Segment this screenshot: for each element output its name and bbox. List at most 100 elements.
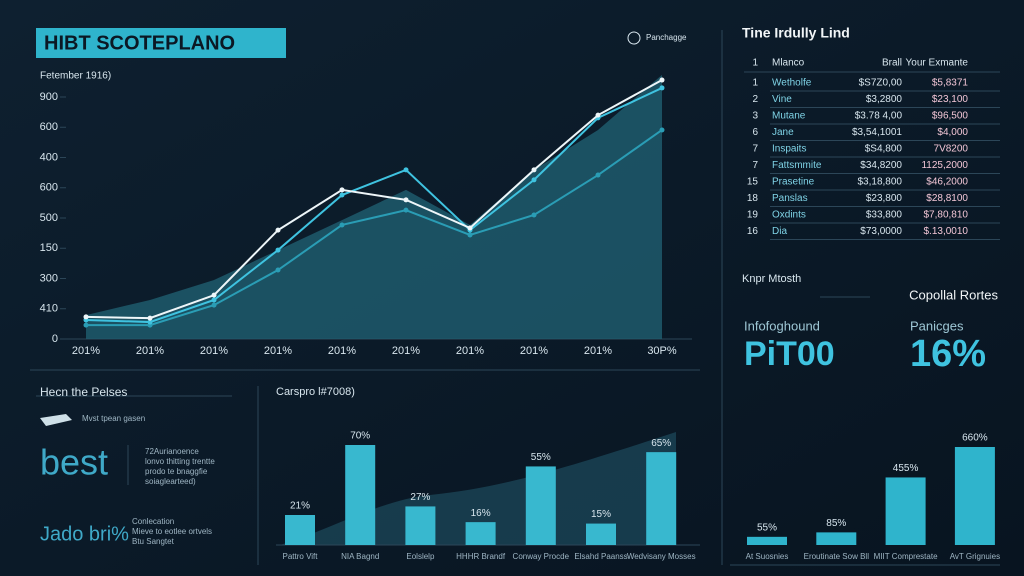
plot: 0 410 300 150 500 600 400 600 900 201% 201% 201% 201… [40,74,1000,561]
table-cell: $S4,800 [865,144,903,155]
table-cell: 3 [752,111,758,122]
x-tick-label: Elsahd Paanss [574,552,627,561]
bar [816,532,857,545]
table-cell: $23,800 [866,193,903,204]
value-label: 55% [757,522,777,533]
x-tick-label: 201% [520,345,548,357]
bar [285,515,315,545]
notes-heading: Hecn the Pelses [40,385,127,399]
x-tick-label: Conway Procde [513,552,570,561]
table-header: 1 [752,58,758,69]
brand-line: lonvo thitting trentte [145,457,215,466]
bar [885,477,926,545]
brand-line: Btu Sangtet [132,537,175,546]
y-tick-label: 600 [40,121,58,133]
point [531,177,537,183]
point [403,207,409,213]
table-cell: $4,000 [937,127,968,138]
x-tick-label: 30P% [647,345,677,357]
table-cell: $73,0000 [860,226,902,237]
bar [525,466,556,545]
table-cell: 16 [747,226,759,237]
x-tick-label: 201% [584,345,612,357]
point [659,85,665,91]
value-label: 70% [350,431,370,442]
brand: Jado bri% [40,523,129,545]
x-tick-label: 201% [328,345,356,357]
value-label: 21% [290,501,310,512]
table-title: Tine Irdully Lind [742,25,850,41]
brand-line: Conlecation [132,517,174,526]
table-cell: $46,2000 [926,177,968,188]
x-tick-label: At Suosnies [746,552,789,561]
value-label: 65% [651,438,671,449]
chart-title: Copollal Rortes [909,287,998,302]
table-cell: $3.78 4,00 [855,111,903,122]
x-tick-label: Eolslelp [406,552,435,561]
x-tick-label: AvT Grignuies [950,552,1000,561]
notes-caption: Mvst tpean gasen [82,414,145,423]
point [275,267,281,273]
y-tick-label: 410 [40,303,58,315]
point [659,127,665,133]
point [211,292,217,298]
table-cell: Inspaits [772,144,806,155]
table-header: Your Exmante [906,58,969,69]
chart-title: HIBT SCOTEPLANO [44,32,235,54]
bar [586,523,616,545]
y-tick-label: 400 [40,151,58,163]
point [275,247,281,253]
point [403,197,409,203]
bar [345,445,376,545]
value-label: 455% [893,463,919,474]
table-cell: 6 [752,127,758,138]
table-cell: 7V8200 [934,144,969,155]
x-tick-label: 201% [392,345,420,357]
table-cell: 7 [752,144,758,155]
point [211,297,217,303]
table-cell: $23,100 [932,94,969,105]
x-tick-label: HHHR Brandf [456,552,506,561]
brand-line: prodo te bnaggfie [145,467,208,476]
point [83,322,89,328]
point [83,314,89,320]
value-label: 85% [826,518,846,529]
kpi-value: PiT00 [744,335,835,373]
y-tick-label: 900 [40,91,58,103]
table-cell: Fattsmmite [772,160,822,171]
table-cell: $33,800 [866,210,903,221]
point [211,302,217,308]
point [467,232,473,238]
table-cell: Mutane [772,111,806,122]
table-header: Mlanco [772,58,805,69]
bar [954,447,995,545]
line [85,87,663,324]
point [467,225,473,231]
table-cell: $5,8371 [932,78,969,89]
table-cell: Oxdints [772,210,806,221]
x-tick-label: NIA Bagnd [341,552,379,561]
value-label: 55% [531,452,551,463]
table-cell: $3,54,1001 [852,127,902,138]
table-cell: $S7Z0,00 [859,78,903,89]
point [595,172,601,178]
x-tick-label: 201% [456,345,484,357]
decor-area [280,432,676,545]
bar [405,506,436,545]
table-cell: Prasetine [772,177,815,188]
table-cell: $28,8100 [926,193,968,204]
table-cell: 19 [747,210,759,221]
table-cell: 2 [752,94,758,105]
x-tick-label: Wedvisany Mosses [627,552,696,561]
y-tick-label: 0 [52,333,58,345]
kpi-label: Panicges [910,318,964,333]
kpi-value: 16% [910,333,986,375]
table-cell: $96,500 [932,111,969,122]
table-cell: 1125,2000 [921,160,968,171]
point [659,77,665,83]
table-cell: $3,2800 [866,94,903,105]
point [339,222,345,228]
table-cell: Dia [772,226,787,237]
